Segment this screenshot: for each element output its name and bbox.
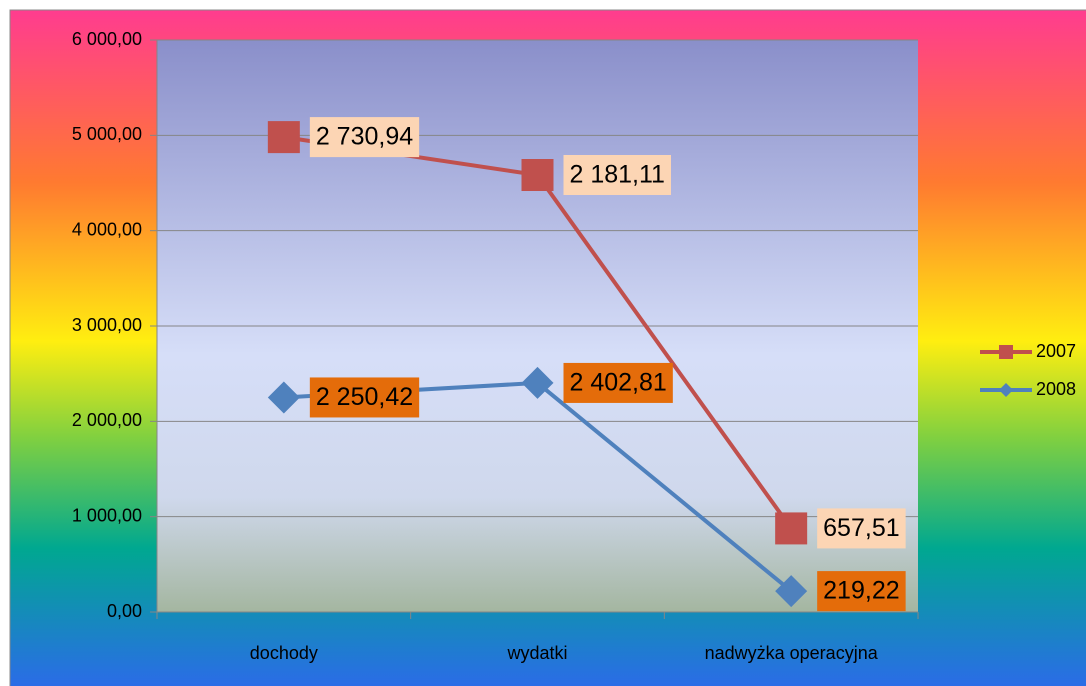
x-tick-label: dochody [250,643,318,663]
y-tick-label: 2 000,00 [72,410,142,430]
marker [775,575,808,608]
data-label-box [563,362,673,403]
data-label-box [817,571,906,612]
data-label-box [817,508,906,549]
marker [521,366,554,399]
data-label: 219,22 [823,577,899,605]
y-tick-label: 1 000,00 [72,505,142,525]
data-label-box [309,117,420,158]
data-label: 2 250,42 [316,383,413,411]
y-tick-label: 4 000,00 [72,219,142,239]
data-label-box [309,377,420,418]
marker [267,381,300,414]
data-label: 657,51 [823,514,899,542]
legend-label: 2008 [1036,379,1076,399]
data-label: 2 181,11 [570,161,665,189]
data-label: 2 402,81 [570,369,667,397]
y-tick-label: 3 000,00 [72,315,142,335]
y-tick-label: 0,00 [107,601,142,621]
marker [521,158,554,191]
data-label-box [563,154,671,195]
x-tick-label: nadwyżka operacyjna [705,643,879,663]
legend-label: 2007 [1036,341,1076,361]
data-label: 2 730,94 [316,123,413,151]
legend-marker [999,345,1013,359]
legend-marker [999,383,1013,397]
marker [775,512,808,545]
marker [267,121,300,154]
y-tick-label: 6 000,00 [72,29,142,49]
x-tick-label: wydatki [506,643,567,663]
y-tick-label: 5 000,00 [72,124,142,144]
